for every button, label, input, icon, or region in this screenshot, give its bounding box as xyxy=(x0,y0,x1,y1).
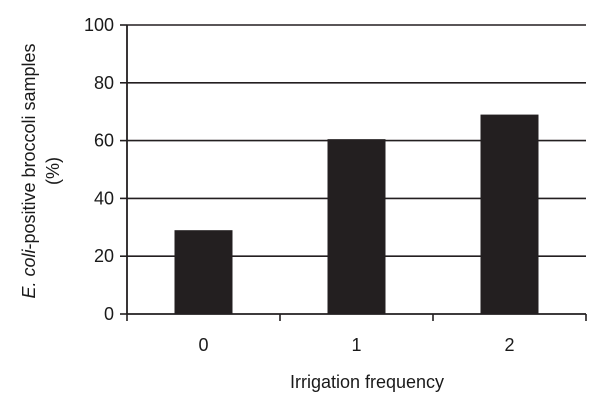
bar-1 xyxy=(327,139,386,314)
y-tick-label: 60 xyxy=(94,131,114,151)
y-tick-label: 80 xyxy=(94,73,114,93)
axes xyxy=(120,24,587,321)
y-axis-title-line2: (%) xyxy=(43,157,63,185)
y-tick-label: 40 xyxy=(94,188,114,208)
y-axis-title-line1: E. coli-positive broccoli samples xyxy=(19,43,39,298)
tick-labels: 0 20 40 60 80 100 0 1 2 xyxy=(84,15,515,355)
bar-2 xyxy=(480,114,539,314)
y-tick-label: 100 xyxy=(84,15,114,35)
bars xyxy=(174,114,539,314)
x-axis-title: Irrigation frequency xyxy=(290,372,444,392)
y-axis-title-rest: -positive broccoli samples xyxy=(19,43,39,249)
x-tick-label: 1 xyxy=(351,335,361,355)
y-tick-label: 20 xyxy=(94,246,114,266)
x-tick-label: 0 xyxy=(198,335,208,355)
y-axis-title-organism: E. coli xyxy=(19,249,39,299)
x-tick-label: 2 xyxy=(504,335,514,355)
bar-0 xyxy=(174,230,233,314)
y-tick-label: 0 xyxy=(104,304,114,324)
